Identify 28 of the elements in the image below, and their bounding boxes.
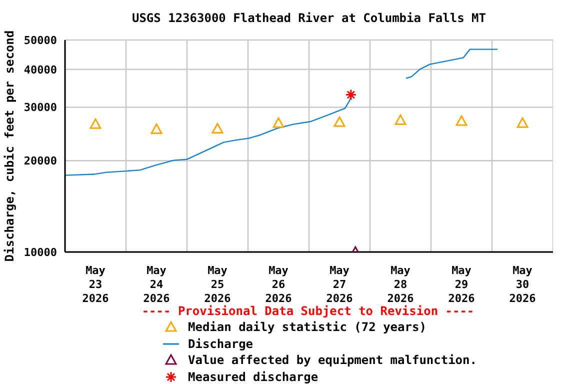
legend-label: Value affected by equipment malfunction.	[188, 352, 477, 368]
point	[394, 114, 406, 125]
legend-label: Discharge	[188, 336, 254, 352]
x-tick-label: May 28 2026	[387, 264, 414, 305]
point	[516, 117, 528, 128]
x-tick-label: May 24 2026	[143, 264, 170, 305]
x-tick-label: May 25 2026	[204, 264, 232, 305]
point	[150, 123, 162, 134]
y-tick-label: 40000	[24, 63, 57, 76]
y-tick-label: 20000	[24, 154, 57, 168]
point	[456, 115, 468, 126]
x-tick-label: May 26 2026	[265, 264, 292, 305]
y-tick-label: 30000	[24, 101, 57, 114]
text: ---- Provisional Data Subject to Revision ----	[142, 304, 474, 318]
point	[334, 116, 346, 127]
legend-label: Median daily statistic (72 years)	[188, 319, 426, 336]
x-tick-label: May 27 2026	[326, 264, 354, 305]
legend-label: Measured discharge	[188, 368, 318, 384]
chart-title: USGS 12363000 Flathead River at Columbia Falls MT	[130, 11, 487, 25]
point	[272, 117, 284, 128]
x-tick-label: May 29 2026	[448, 264, 476, 305]
y-tick-label: 10000	[24, 246, 57, 259]
x-tick-label: May 30 2026	[509, 264, 536, 305]
y-tick-label: 50000	[24, 34, 57, 47]
point	[90, 118, 102, 129]
point	[212, 122, 224, 134]
x-tick-label: May 23 2026	[82, 264, 110, 305]
y-axis-title: Discharge, cubic feet per second	[2, 30, 16, 262]
